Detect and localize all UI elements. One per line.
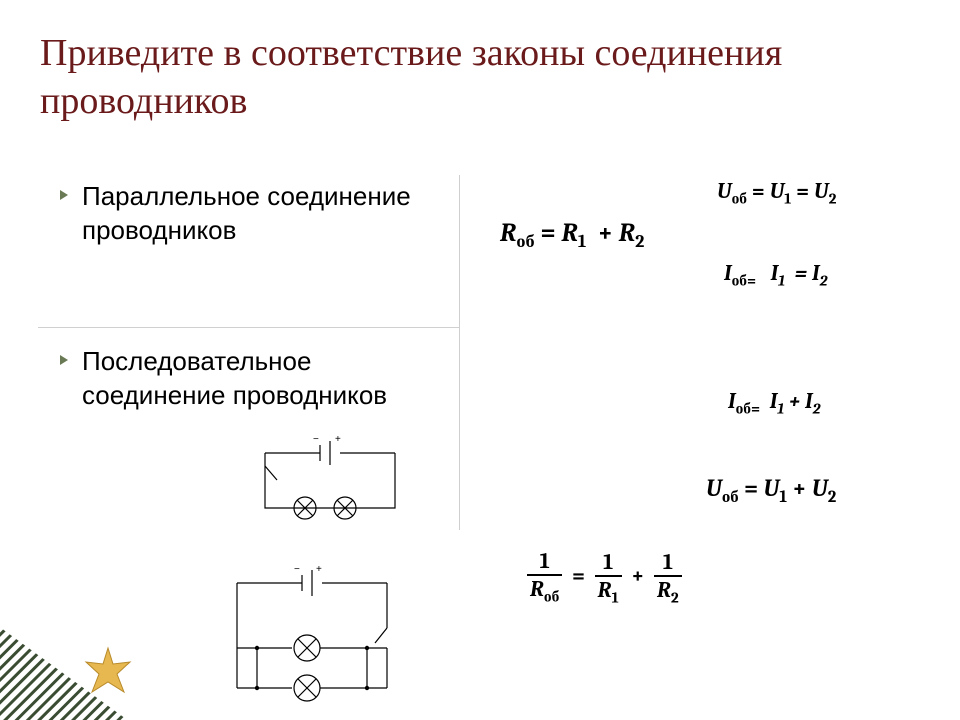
horizontal-divider xyxy=(38,327,460,328)
bullet-marker-icon xyxy=(60,355,68,365)
bullet-series: Последовательное соединение проводников xyxy=(82,345,432,413)
slide: Приведите в соответствие законы соединен… xyxy=(0,0,960,720)
formula-inv-r-parallel: 1 Rоб = 1 R1 + 1 R2 xyxy=(527,548,682,606)
frac-lhs-num: 1 xyxy=(527,548,562,574)
svg-text:−: − xyxy=(294,564,300,575)
formula-i-parallel-eq: Iоб= I1 = I2 xyxy=(724,260,827,290)
formula-i-series-sum: Iоб= I1 + I2 xyxy=(728,388,820,418)
bullet-parallel: Параллельное соединение проводников xyxy=(82,180,412,248)
star-icon xyxy=(80,644,136,705)
bullet-marker-icon xyxy=(60,190,68,200)
svg-text:+: + xyxy=(335,434,341,445)
frac-r1-num: 1 xyxy=(595,549,622,575)
slide-title: Приведите в соответствие законы соединен… xyxy=(40,30,920,125)
circuit-parallel-diagram: − + xyxy=(212,558,412,713)
formula-u-series-sum: Uоб = U1 + U2 xyxy=(706,474,836,507)
bullet-series-text: Последовательное соединение проводников xyxy=(82,346,387,410)
svg-text:−: − xyxy=(313,434,319,445)
formula-u-parallel: Uоб = U1 = U2 xyxy=(717,178,836,208)
vertical-divider xyxy=(459,175,460,530)
circuit-series-diagram: − + xyxy=(245,428,415,528)
svg-text:+: + xyxy=(316,564,322,575)
formula-r-series: Rоб = R1 + R2 xyxy=(500,218,644,252)
frac-r2-num: 1 xyxy=(654,549,682,575)
frac-lhs-den: Rоб xyxy=(527,574,562,606)
bullet-parallel-text: Параллельное соединение проводников xyxy=(82,181,411,245)
frac-r1-den: R1 xyxy=(595,575,622,606)
frac-r2-den: R2 xyxy=(654,575,682,606)
